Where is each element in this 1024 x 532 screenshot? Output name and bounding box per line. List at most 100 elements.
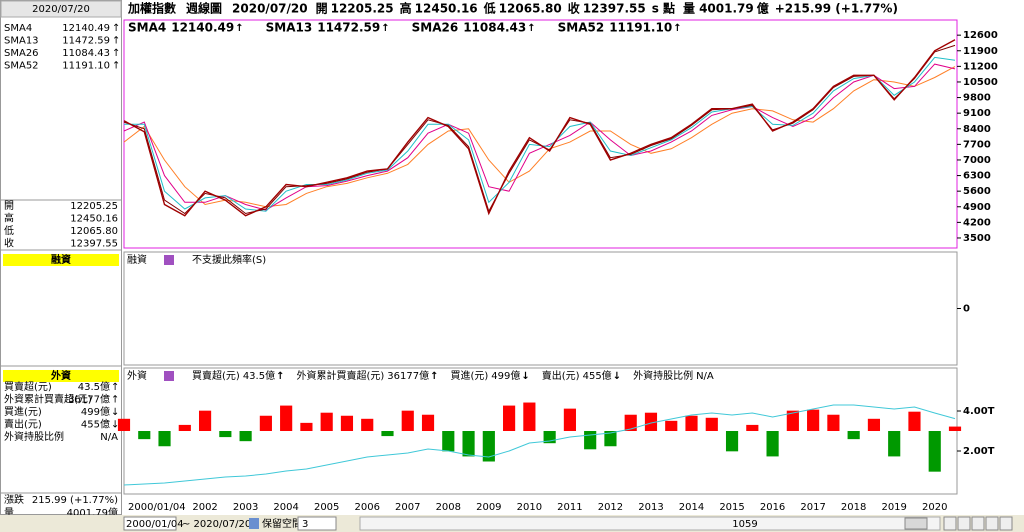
legend-text: 收 bbox=[568, 1, 580, 16]
foreign-title-bar bbox=[3, 370, 119, 382]
net-bar bbox=[340, 415, 354, 431]
margin-title: 融資 bbox=[51, 253, 71, 266]
legend-text: 開 bbox=[316, 2, 328, 16]
side-ohlc-label: 開 bbox=[4, 200, 14, 212]
foreign-panel-title: 外資 bbox=[127, 370, 147, 382]
side-sma-name: SMA52 bbox=[4, 61, 39, 72]
x-tick-label: 2016 bbox=[760, 502, 785, 513]
scrollbar[interactable] bbox=[359, 516, 941, 531]
reserve-value: 3 bbox=[302, 519, 308, 530]
y-tick-label: 0 bbox=[963, 304, 970, 315]
y-tick-label: 2.00T bbox=[963, 446, 995, 457]
side-ohlc-value: 12450.16 bbox=[70, 214, 118, 225]
bar-count: 1059 bbox=[732, 519, 757, 530]
y-tick-label: 9100 bbox=[963, 108, 991, 119]
net-bar bbox=[948, 426, 962, 431]
side-ohlc-label: 收 bbox=[4, 237, 14, 250]
net-bar bbox=[705, 417, 718, 431]
side-foreign-value: 36177億 bbox=[68, 393, 110, 406]
x-tick-label: 2002 bbox=[192, 502, 217, 513]
volume-label: 量 bbox=[4, 507, 14, 519]
start-date: 2000/01/04 bbox=[126, 519, 184, 530]
net-bar bbox=[482, 431, 495, 462]
net-bar bbox=[725, 431, 739, 452]
side-sma-name: SMA13 bbox=[4, 36, 39, 47]
net-bar bbox=[219, 431, 232, 438]
net-bar bbox=[644, 412, 658, 431]
legend-text: 賣出(元) bbox=[542, 369, 580, 382]
zoom-button[interactable] bbox=[999, 516, 1013, 531]
net-bar bbox=[421, 414, 435, 431]
side-sma-value: 11191.10 bbox=[62, 61, 110, 72]
change-label: 漲跌 bbox=[4, 493, 24, 506]
legend-text: 週線圖 bbox=[186, 1, 222, 16]
net-bar bbox=[786, 410, 799, 431]
side-date: 2020/07/20 bbox=[32, 4, 90, 15]
y-tick-label: 11200 bbox=[963, 61, 998, 72]
menu-icon[interactable] bbox=[164, 371, 174, 381]
trend-arrow: ↑ bbox=[527, 23, 535, 34]
side-foreign-name: 外資累計買賣超(元) bbox=[4, 393, 92, 406]
legend-text: 高 bbox=[400, 1, 412, 16]
side-foreign-arrow: ↑ bbox=[111, 395, 119, 406]
y-tick-label: 4.00T bbox=[963, 406, 995, 417]
date-box bbox=[0, 0, 122, 18]
reserve-input[interactable] bbox=[297, 516, 337, 531]
legend-text: 455億 bbox=[583, 369, 612, 382]
y-tick-label: 4900 bbox=[963, 202, 991, 213]
side-ohlc-value: 12065.80 bbox=[70, 226, 118, 237]
legend-text: 外資持股比例 bbox=[633, 369, 693, 382]
x-tick-label: 2009 bbox=[476, 502, 501, 513]
sma-line bbox=[123, 66, 956, 208]
y-tick-label: 7700 bbox=[963, 139, 991, 150]
net-bar bbox=[138, 431, 151, 440]
x-tick-label: 2008 bbox=[436, 502, 461, 513]
zoom-button[interactable] bbox=[985, 516, 999, 531]
side-foreign-value: 43.5億 bbox=[78, 380, 110, 393]
legend-text: 43.5億 bbox=[243, 369, 275, 382]
menu-icon[interactable] bbox=[164, 255, 174, 265]
x-tick-label: 2006 bbox=[354, 502, 379, 513]
zoom-button[interactable] bbox=[943, 516, 957, 531]
legend-text: 外資累計買賣超(元) bbox=[296, 369, 384, 382]
y-tick-label: 12600 bbox=[963, 30, 998, 41]
side-foreign-value: 455億 bbox=[81, 418, 110, 431]
legend-text: 2020/07/20 bbox=[232, 2, 308, 16]
legend-text: 量 bbox=[683, 2, 695, 16]
side-foreign-value: N/A bbox=[100, 432, 118, 443]
net-bar bbox=[746, 424, 759, 431]
legend-text: SMA52 bbox=[558, 21, 605, 35]
net-bar bbox=[807, 409, 820, 431]
x-tick-label: 2011 bbox=[557, 502, 582, 513]
net-bar bbox=[300, 422, 313, 431]
start-date-box[interactable] bbox=[123, 516, 177, 531]
x-tick-label: 2019 bbox=[881, 502, 906, 513]
x-tick-label: 2000/01/04 bbox=[128, 502, 186, 513]
side-ohlc-value: 12397.55 bbox=[70, 239, 118, 250]
price-panel bbox=[123, 19, 958, 249]
foreign-title: 外資 bbox=[50, 369, 71, 382]
trend-arrow: ↑ bbox=[381, 23, 389, 34]
side-foreign-arrow: ↓ bbox=[111, 407, 119, 418]
net-bar bbox=[259, 415, 272, 431]
change-value: 215.99 (+1.77%) bbox=[32, 495, 118, 506]
legend-text: 11472.59 bbox=[317, 21, 380, 35]
net-bar bbox=[503, 405, 516, 431]
reserve-label: 保留空間 bbox=[262, 517, 302, 530]
reserve-icon[interactable] bbox=[249, 518, 259, 529]
trend-arrow: ↑ bbox=[235, 23, 243, 34]
x-tick-label: 2003 bbox=[233, 502, 258, 513]
zoom-button[interactable] bbox=[957, 516, 971, 531]
legend-text: 低 bbox=[483, 1, 496, 16]
side-sma-name: SMA26 bbox=[4, 48, 39, 59]
y-tick-label: 8400 bbox=[963, 124, 991, 135]
end-date[interactable]: ~ 2020/07/20 bbox=[182, 519, 251, 530]
legend-text: 12397.55 bbox=[583, 2, 646, 16]
legend-text: SMA4 bbox=[128, 21, 166, 35]
scroll-thumb[interactable] bbox=[904, 517, 928, 530]
zoom-button[interactable] bbox=[971, 516, 985, 531]
legend-text: 買賣超(元) bbox=[192, 369, 240, 382]
legend-text: 12065.80 bbox=[499, 2, 562, 16]
trend-arrow: ↑ bbox=[276, 371, 284, 382]
